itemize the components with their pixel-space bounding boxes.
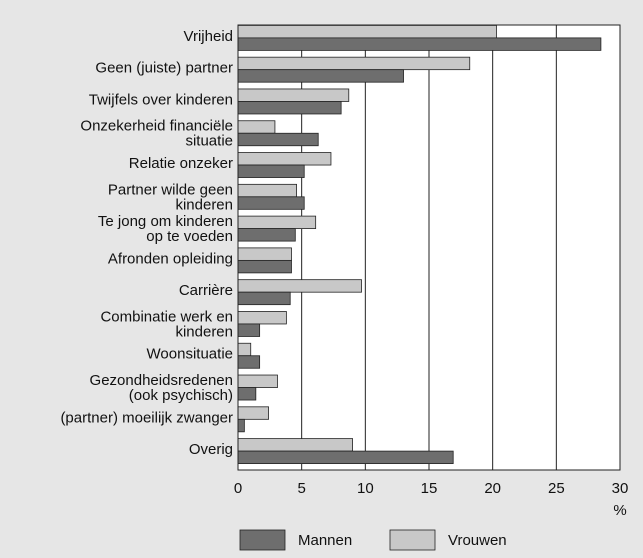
y-tick-label: Overig [189, 441, 233, 458]
bar [237, 450, 454, 465]
bar [237, 164, 305, 178]
bar [237, 438, 353, 452]
x-tick-label: 10 [357, 480, 374, 497]
bar [237, 387, 257, 401]
legend-label: Mannen [298, 532, 352, 549]
bar [237, 418, 245, 433]
y-tick-label: Gezondheidsredenen [90, 372, 233, 389]
legend-swatch [239, 529, 286, 551]
x-tick-label: 0 [234, 480, 242, 497]
y-tick-label: kinderen [175, 196, 233, 213]
bar [237, 196, 305, 210]
bar [237, 323, 261, 337]
bar [237, 406, 269, 420]
bar [237, 374, 278, 388]
bar [237, 215, 317, 230]
y-tick-label: kinderen [175, 323, 233, 340]
y-tick-label: Geen (juiste) partner [95, 60, 233, 77]
y-tick-label: situatie [185, 133, 233, 150]
x-axis-label: % [613, 502, 626, 519]
bar [237, 120, 276, 134]
y-tick-label: Woonsituatie [147, 346, 233, 363]
y-tick-label: Afronden opleiding [108, 250, 233, 267]
y-tick-label: Te jong om kinderen [98, 213, 233, 230]
bar [237, 259, 292, 274]
bar [237, 152, 332, 166]
bar [237, 355, 261, 369]
bar [237, 24, 497, 39]
bar [237, 183, 297, 198]
bar [237, 56, 471, 71]
y-tick-label: (ook psychisch) [129, 387, 233, 404]
y-tick-label: Partner wilde geen [108, 181, 233, 198]
bar [237, 228, 296, 242]
y-tick-label: Carrière [179, 282, 233, 299]
plot-border [237, 24, 621, 471]
y-tick-label: op te voeden [146, 228, 233, 245]
bar [237, 101, 342, 115]
y-tick-label: Relatie onzeker [129, 155, 233, 172]
bar [237, 132, 319, 147]
legend-label: Vrouwen [448, 532, 507, 549]
bar [237, 69, 404, 83]
x-tick-label: 25 [548, 480, 565, 497]
y-tick-label: (partner) moeilijk zwanger [60, 409, 233, 426]
bar [237, 247, 292, 261]
bar [237, 291, 291, 306]
y-tick-label: Onzekerheid financiële [80, 118, 233, 135]
x-tick-label: 5 [297, 480, 305, 497]
y-tick-label: Vrijheid [184, 28, 233, 45]
bar [237, 311, 287, 325]
y-tick-label: Twijfels over kinderen [89, 91, 233, 108]
bar [237, 37, 602, 51]
x-tick-label: 20 [484, 480, 501, 497]
y-tick-label: Combinatie werk en [100, 308, 233, 325]
x-tick-label: 30 [612, 480, 629, 497]
x-tick-label: 15 [421, 480, 438, 497]
bar [237, 342, 252, 357]
legend-swatch [389, 529, 436, 551]
bar [237, 88, 350, 102]
bar [237, 279, 362, 293]
